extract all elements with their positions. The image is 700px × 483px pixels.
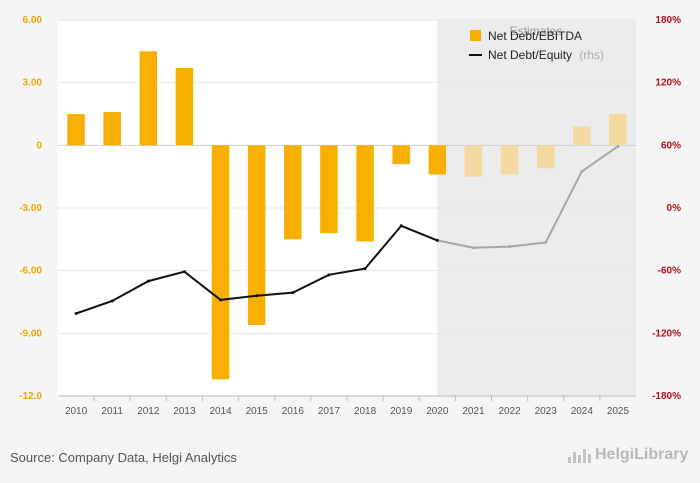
bar-2021 [464,145,483,177]
line-point-2014 [219,298,223,302]
legend-label-line-name: Net Debt/Equity [488,48,572,62]
bar-2010 [67,114,85,146]
x-tick-label: 2018 [354,406,377,417]
bar-2016 [284,145,302,240]
line-point-2025 [616,144,620,148]
bar-2015 [247,145,266,325]
x-tick-label: 2016 [282,406,305,417]
bar-layer [67,51,627,380]
bar-2014 [211,145,230,380]
legend-label-line: Net Debt/Equity (rhs) [488,48,604,62]
y-right-tick-label: -120% [652,328,681,339]
y-right-tick-label: 0% [667,203,682,214]
line-point-2024 [580,169,584,173]
line-point-2021 [471,246,475,250]
x-axis: 2010 2011 2012 2013 2014 2015 2016 2017 2018 2019… [58,395,636,417]
bar-2012 [139,51,158,146]
legend-label-line-suffix: (rhs) [579,48,604,62]
line-point-2016 [291,291,295,295]
y-right-tick-label: 60% [661,140,681,151]
x-tick-label: 2019 [390,406,413,417]
bar-2024 [573,126,591,146]
bar-2018 [356,145,374,242]
line-series-estimate [437,145,619,249]
x-tick-label: 2012 [137,406,160,417]
line-point-2012 [146,279,150,283]
logo-text: HelgiLibrary [595,446,689,463]
x-tick-label: 2014 [209,406,232,417]
x-tick-label: 2024 [571,406,594,417]
x-tick-label: 2011 [101,406,123,417]
bar-2023 [536,145,555,169]
y-left-tick-label: 3.00 [23,78,43,89]
left-axis: 6.00 3.00 0 -3.00 -6.00 -9.00 -12.0 [19,15,42,402]
line-point-2013 [182,270,186,274]
y-left-tick-label: -12.0 [19,391,42,402]
legend: Net Debt/EBITDA Net Debt/Equity (rhs) [469,29,604,62]
legend-swatch-bar [470,30,481,41]
line-point-2023 [544,240,548,244]
source-note: Source: Company Data, Helgi Analytics [10,450,237,465]
estimate-label: Estimates [510,24,563,38]
x-tick-label: 2021 [462,406,485,417]
line-point-2017 [327,273,331,277]
y-right-tick-label: -180% [652,391,681,402]
x-tick-label: 2017 [318,406,341,417]
line-layer [74,144,620,315]
line-point-2018 [363,267,367,271]
bar-2013 [175,68,194,146]
line-point-2020 [435,238,439,242]
y-left-tick-label: 6.00 [23,15,43,26]
bar-2011 [103,111,121,146]
legend-label-bar: Net Debt/EBITDA [488,29,582,43]
right-axis: 180% 120% 60% 0% -60% -120% -180% [652,15,681,402]
y-right-tick-label: 180% [655,15,681,26]
y-left-tick-label: -9.00 [19,328,42,339]
x-tick-label: 2013 [173,406,196,417]
x-tick-label: 2022 [498,406,521,417]
x-tick-label: 2020 [426,406,449,417]
bar-2017 [320,145,338,234]
line-point-2011 [110,299,114,303]
x-tick-label: 2015 [246,406,269,417]
y-right-tick-label: -60% [658,266,681,277]
y-left-tick-label: 0 [36,140,42,151]
net-debt-chart: 6.00 3.00 0 -3.00 -6.00 -9.00 -12.0 180% 120% 60… [19,15,681,417]
bar-2020 [428,145,447,175]
x-tick-label: 2010 [65,406,88,417]
line-point-2015 [255,294,259,298]
line-point-2010 [74,311,78,315]
logo-bars-icon [568,447,591,463]
bar-2022 [500,145,519,175]
line-point-2022 [508,245,512,249]
x-tick-label: 2023 [535,406,558,417]
line-point-2019 [399,224,403,228]
x-tick-label: 2025 [607,406,630,417]
y-left-tick-label: -3.00 [19,203,42,214]
bar-2025 [609,114,627,146]
bar-2019 [392,145,410,165]
helgi-library-logo: HelgiLibrary [568,446,688,464]
y-right-tick-label: 120% [655,78,681,89]
y-left-tick-label: -6.00 [19,266,42,277]
